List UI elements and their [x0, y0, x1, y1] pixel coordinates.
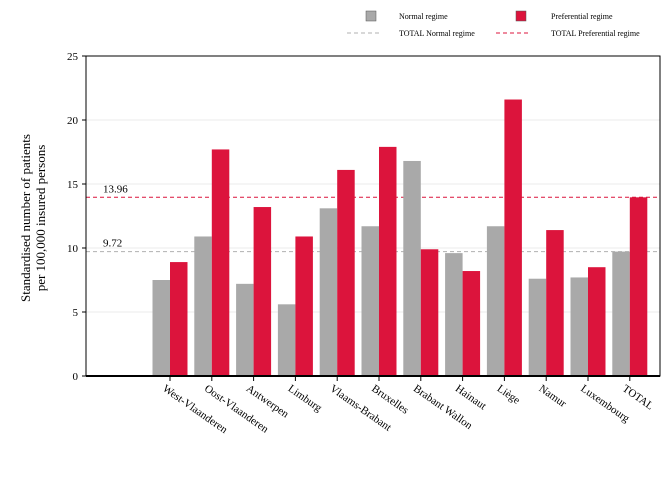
- legend-label-normal-regime: Normal regime: [399, 12, 448, 21]
- bar-preferential-regime: [629, 197, 648, 376]
- y-axis-label: Standardised number of patientsper 100,0…: [18, 134, 48, 302]
- bar-normal-regime: [319, 208, 338, 376]
- bar-preferential-regime: [420, 249, 439, 376]
- bar-preferential-regime: [295, 236, 313, 376]
- legend-label-total-normal: TOTAL Normal regime: [399, 29, 475, 38]
- y-axis-label-line: Standardised number of patients: [18, 134, 33, 302]
- x-axis-labels: West-VlaanderenOost-VlaanderenAntwerpenL…: [160, 376, 656, 436]
- legend-swatch-normal-regime: [365, 10, 377, 22]
- bar-preferential-regime: [546, 230, 564, 376]
- bar-preferential-regime: [379, 146, 397, 376]
- bar-normal-regime: [277, 304, 296, 376]
- y-tick-label: 10: [67, 243, 79, 255]
- bar-normal-regime: [361, 226, 379, 376]
- y-tick-label: 0: [73, 371, 79, 383]
- bar-preferential-regime: [462, 271, 481, 376]
- bar-preferential-regime: [337, 169, 355, 376]
- x-category-label: Hainaut: [453, 383, 488, 413]
- y-axis-label-line: per 100,000 insured persons: [33, 145, 48, 292]
- reference-line-label: 9.72: [103, 238, 122, 250]
- y-tick-label: 5: [73, 307, 79, 319]
- y-tick-label: 20: [67, 115, 79, 127]
- bar-normal-regime: [486, 226, 505, 376]
- legend-label-total-preferential: TOTAL Preferential regime: [551, 29, 640, 38]
- bar-normal-regime: [445, 253, 463, 376]
- legend: Normal regime Preferential regime TOTAL No…: [347, 10, 640, 38]
- bar-preferential-regime: [504, 99, 522, 377]
- bar-preferential-regime: [588, 267, 606, 376]
- bar-normal-regime: [236, 283, 254, 376]
- x-category-label: Limburg: [286, 383, 325, 415]
- y-axis-title: Standardised number of patientsper 100,0…: [18, 134, 48, 302]
- x-category-label: Namur: [536, 383, 568, 411]
- bars: [152, 99, 648, 377]
- legend-swatch-preferential-regime: [515, 10, 527, 22]
- bar-normal-regime: [152, 280, 170, 376]
- bar-normal-regime: [403, 160, 421, 376]
- y-axis-ticks: 0 5 10 15 20 25: [67, 51, 86, 383]
- bar-preferential-regime: [211, 149, 230, 376]
- x-category-label: TOTAL: [620, 383, 656, 413]
- bar-preferential-regime: [253, 207, 272, 376]
- bar-normal-regime: [570, 277, 588, 376]
- reference-line-label: 13.96: [103, 183, 128, 195]
- bar-preferential-regime: [170, 262, 188, 376]
- bar-normal-regime: [528, 278, 547, 376]
- bar-normal-regime: [612, 251, 630, 376]
- bar-normal-regime: [194, 236, 212, 376]
- y-tick-label: 25: [67, 51, 79, 63]
- y-tick-label: 15: [67, 179, 79, 191]
- legend-label-preferential-regime: Preferential regime: [551, 12, 613, 21]
- axes: [85, 55, 661, 377]
- x-category-label: Liège: [495, 383, 522, 407]
